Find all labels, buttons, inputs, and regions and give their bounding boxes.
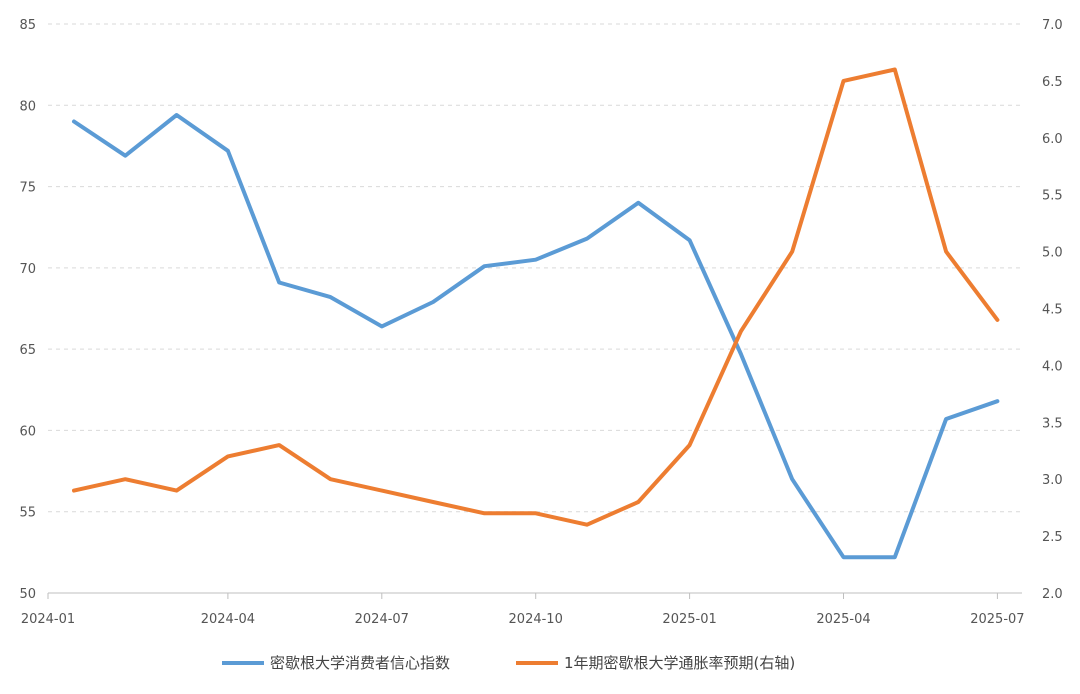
right-tick-label: 5.5 — [1042, 189, 1063, 204]
data-point — [689, 239, 691, 241]
data-point — [124, 478, 126, 480]
x-tick-label: 2025-01 — [662, 612, 716, 627]
left-tick-label: 50 — [19, 587, 36, 602]
left-tick-label: 80 — [19, 99, 36, 114]
right-tick-label: 3.0 — [1042, 473, 1063, 488]
x-tick-label: 2024-07 — [355, 612, 409, 627]
data-point — [996, 400, 998, 402]
x-tick-label: 2024-01 — [21, 612, 75, 627]
left-tick-label: 65 — [19, 343, 36, 358]
left-tick-label: 70 — [19, 262, 36, 277]
data-point — [996, 319, 998, 321]
series-lines — [72, 67, 1000, 560]
x-tick-label: 2025-07 — [970, 612, 1024, 627]
right-tick-label: 3.5 — [1042, 416, 1063, 431]
data-point — [176, 114, 178, 116]
data-point — [791, 251, 793, 253]
data-point — [73, 490, 75, 492]
series-line-1 — [72, 113, 1000, 560]
data-point — [945, 418, 947, 420]
data-point — [330, 478, 331, 480]
data-point — [124, 155, 126, 157]
data-point — [535, 512, 537, 514]
right-tick-label: 4.5 — [1042, 303, 1063, 318]
data-point — [278, 444, 280, 446]
right-tick-label: 7.0 — [1042, 18, 1063, 33]
data-point — [381, 325, 383, 327]
data-point — [740, 330, 742, 332]
data-point — [483, 265, 485, 267]
legend-label-series-1: 密歇根大学消费者信心指数 — [270, 654, 450, 672]
data-point — [227, 150, 229, 152]
data-point — [637, 202, 639, 204]
data-point — [586, 524, 588, 526]
x-tick-label: 2024-04 — [201, 612, 255, 627]
data-point — [278, 281, 280, 283]
left-axis-ticks: 50 55 60 65 70 75 80 85 — [19, 18, 36, 602]
data-point — [791, 478, 793, 480]
right-tick-label: 4.0 — [1042, 359, 1063, 374]
right-tick-label: 2.0 — [1042, 587, 1063, 602]
data-point — [689, 444, 691, 446]
data-point — [330, 296, 331, 298]
data-point — [176, 490, 178, 492]
left-tick-label: 85 — [19, 18, 36, 33]
data-point — [637, 501, 639, 503]
legend-label-series-2: 1年期密歇根大学通胀率预期(右轴) — [564, 654, 795, 672]
left-tick-label: 60 — [19, 424, 36, 439]
data-point — [432, 301, 434, 303]
left-tick-label: 55 — [19, 506, 36, 521]
data-point — [586, 238, 588, 240]
data-point — [381, 490, 383, 492]
x-tick-label: 2024-10 — [509, 612, 563, 627]
data-point — [843, 556, 844, 558]
x-tick-label: 2025-04 — [816, 612, 870, 627]
data-point — [740, 353, 742, 355]
legend: 密歇根大学消费者信心指数 1年期密歇根大学通胀率预期(右轴) — [222, 654, 795, 672]
x-axis: 2024-01 2024-04 2024-07 2024-10 2025-01 2025-… — [21, 592, 1025, 627]
data-point — [73, 121, 75, 123]
grid-lines — [48, 23, 1022, 513]
right-tick-label: 6.0 — [1042, 132, 1063, 147]
data-point — [432, 501, 434, 503]
data-point — [945, 251, 947, 253]
data-point — [227, 455, 229, 457]
left-tick-label: 75 — [19, 181, 36, 196]
data-point — [843, 80, 844, 82]
right-tick-label: 5.0 — [1042, 246, 1063, 261]
data-point — [535, 259, 537, 261]
data-point — [894, 556, 896, 558]
right-tick-label: 2.5 — [1042, 530, 1063, 545]
data-point — [894, 69, 896, 71]
right-axis-ticks: 2.0 2.5 3.0 3.5 4.0 4.5 5.0 5.5 6.0 6.5 7.0 — [1042, 18, 1063, 602]
data-point — [483, 512, 485, 514]
right-tick-label: 6.5 — [1042, 75, 1063, 90]
